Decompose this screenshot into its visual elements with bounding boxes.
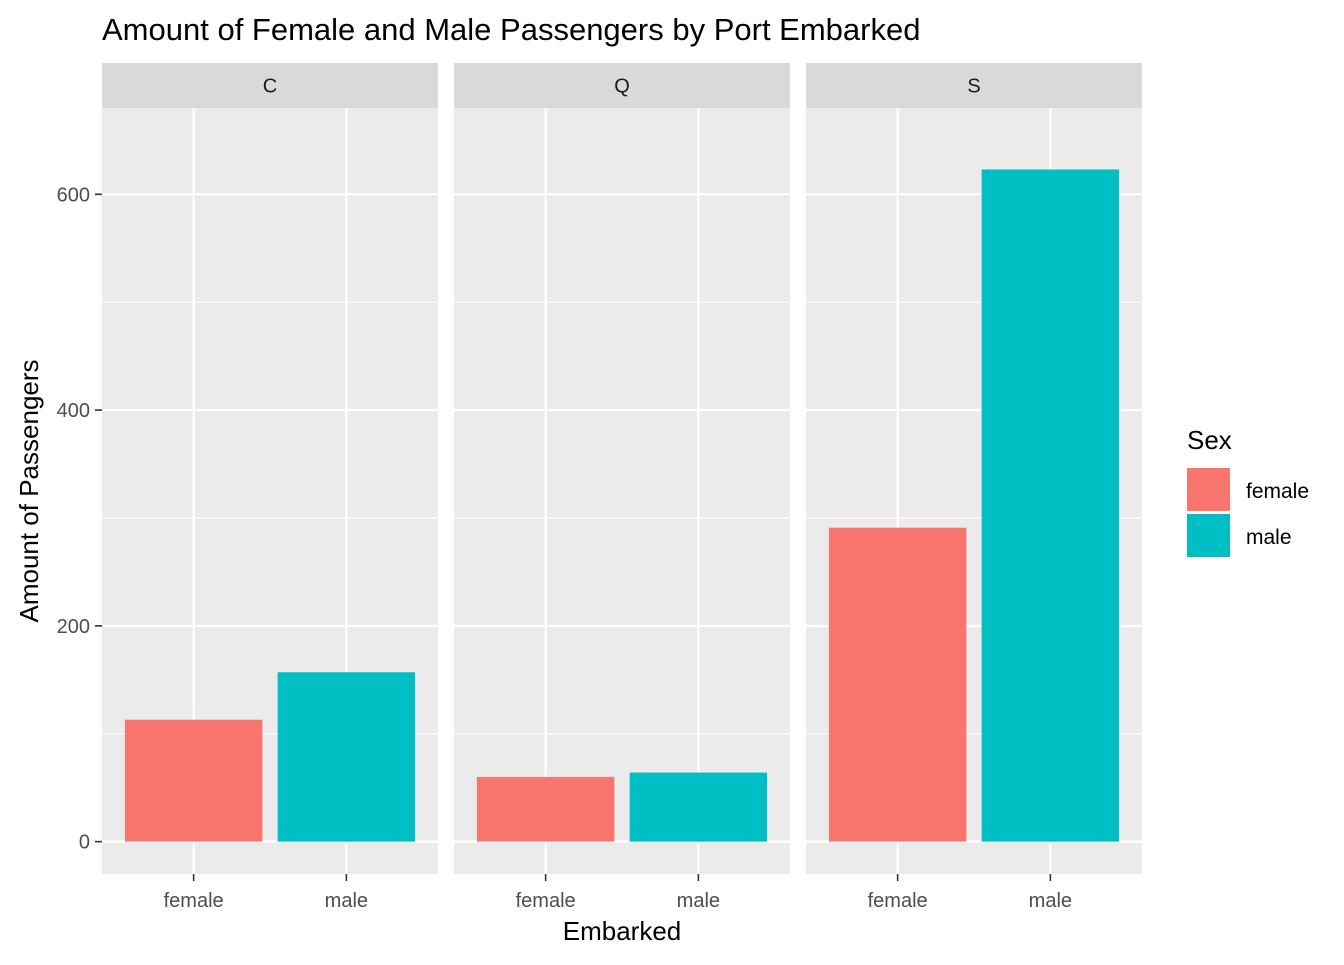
x-tick-label: female [164,890,224,912]
x-tick-label: female [516,890,576,912]
legend-title: Sex [1187,425,1232,455]
chart-title: Amount of Female and Male Passengers by … [102,12,920,47]
facet-strip-label: Q [614,76,630,98]
x-tick-label: male [1029,890,1072,912]
bar-q-female [476,776,615,842]
legend: Sex female male [1187,425,1309,557]
x-tick-label: female [868,890,928,912]
y-tick-label: 400 [57,400,90,422]
legend-label-female: female [1246,480,1309,503]
bar-s-male [981,169,1120,842]
facet-strip-label: C [263,76,277,98]
x-tick-label: male [677,890,720,912]
x-tick-label: male [325,890,368,912]
y-tick-label: 200 [57,616,90,638]
facet-strip [102,63,438,108]
y-tick-label: 600 [57,184,90,206]
bar-q-male [629,772,768,842]
y-axis-title: Amount of Passengers [14,359,44,622]
facet-strip-label: S [967,76,980,98]
legend-key-male [1187,514,1230,557]
bar-s-female [828,527,967,842]
y-tick-label: 0 [79,832,90,854]
y-axis: 0 200 400 600 [57,184,102,854]
legend-label-male: male [1246,526,1292,549]
x-axis-title: Embarked [563,916,682,946]
bar-c-female [124,719,263,842]
facet-strip [806,63,1142,108]
panel-background [454,108,790,874]
legend-key-female [1187,468,1230,511]
bar-c-male [277,672,416,842]
facet-strip [454,63,790,108]
